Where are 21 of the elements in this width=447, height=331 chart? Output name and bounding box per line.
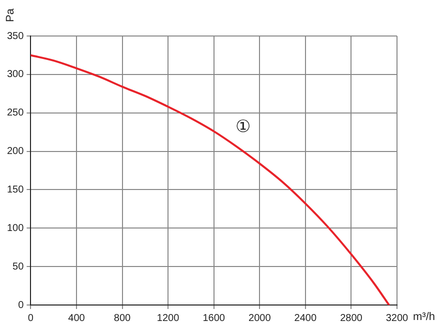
x-tick-label: 3200 [386, 312, 409, 324]
x-tick-label: 0 [28, 312, 34, 324]
x-tick-label: 400 [68, 312, 86, 324]
x-axis-title: m³/h [413, 311, 435, 324]
line-series [30, 54, 390, 305]
x-tick-label: 1600 [202, 312, 226, 324]
x-tick-label: 1200 [156, 312, 180, 324]
y-tick-label: 250 [6, 108, 24, 119]
annotation: ① [236, 116, 251, 137]
y-tick-label: 0 [18, 300, 24, 311]
y-tick-label: 100 [6, 222, 24, 234]
y-tick-label: 200 [6, 146, 24, 158]
y-axis-title: Pa [4, 8, 17, 22]
x-tick-label: 2400 [294, 312, 317, 324]
x-tick-label: 2800 [340, 312, 363, 324]
x-tick-label: 800 [114, 312, 132, 324]
y-tick-label: 50 [12, 261, 24, 272]
y-tick-label: 350 [6, 30, 24, 42]
x-tick-label: 2000 [248, 312, 272, 324]
y-tick-label: 150 [6, 184, 24, 196]
y-tick-label: 300 [6, 69, 24, 80]
